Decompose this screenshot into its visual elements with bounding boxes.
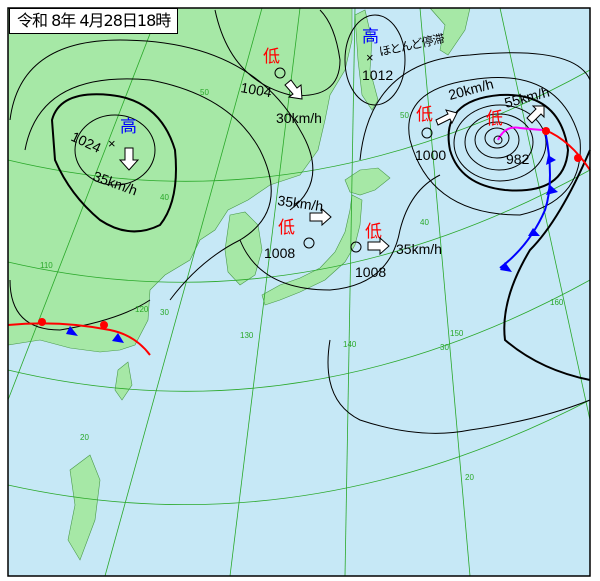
low-1008-east: 低 1008 35km/h <box>350 222 442 280</box>
pressure-label: 1000 <box>415 147 446 163</box>
low-label: 低 <box>263 47 280 66</box>
lat-label: 20 <box>80 433 89 442</box>
map-title: 令和 8年 4月28日18時 <box>9 8 179 34</box>
lat-label: 40 <box>420 218 429 227</box>
lon-label: 140 <box>343 340 357 349</box>
low-center-icon <box>421 127 433 139</box>
low-label: 低 <box>416 105 433 124</box>
low-label: 低 <box>365 222 382 241</box>
arrow-east-icon <box>309 207 332 227</box>
lon-label: 110 <box>40 261 53 270</box>
low-center-icon <box>493 135 503 145</box>
lon-label: 160 <box>550 298 564 307</box>
center-x-icon: × <box>108 136 116 151</box>
grid-lines <box>7 7 591 577</box>
arrow-southeast-icon <box>284 79 303 100</box>
arrow-northeast-icon <box>435 109 458 126</box>
pressure-label: 1012 <box>362 67 393 83</box>
fronts <box>7 126 591 356</box>
motion-label: 30km/h <box>276 110 322 126</box>
land-japan <box>261 194 363 306</box>
arrow-east-icon <box>367 236 390 256</box>
lat-label: 50 <box>400 111 409 120</box>
center-x-icon: × <box>366 50 374 65</box>
land-sakhalin <box>354 9 379 111</box>
lon-label: 130 <box>240 331 254 340</box>
pressure-label: 1008 <box>355 264 386 280</box>
arrow-northeast-icon <box>526 105 545 124</box>
low-1008-west: 低 1008 35km/h <box>264 192 332 261</box>
lon-label: 120 <box>135 305 149 314</box>
lon-label: 150 <box>450 329 464 338</box>
land-taiwan <box>114 361 133 401</box>
pressure-label: 982 <box>506 151 530 167</box>
grid-labels: 50 40 30 20 50 40 30 20 110 120 130 140 … <box>40 88 564 482</box>
pressure-label: 1004 <box>239 79 273 100</box>
low-label: 低 <box>486 109 503 128</box>
low-center-icon <box>350 241 362 253</box>
lat-label: 50 <box>200 88 209 97</box>
low-1004: 低 1004 30km/h <box>239 47 321 126</box>
lat-label: 20 <box>465 473 474 482</box>
lat-label: 30 <box>160 308 169 317</box>
lat-label: 30 <box>440 343 449 352</box>
lat-label: 40 <box>160 193 169 202</box>
arrow-down-icon <box>118 147 140 171</box>
low-label: 低 <box>278 218 295 237</box>
stationary-front-west <box>7 322 151 356</box>
motion-label: 35km/h <box>277 192 325 214</box>
motion-label: 35km/h <box>396 241 442 257</box>
high-label: 高 <box>362 27 379 46</box>
pressure-label: 1008 <box>264 245 295 261</box>
low-center-icon <box>303 237 315 249</box>
map-frame <box>7 7 591 577</box>
low-center-icon <box>274 67 286 79</box>
occluded-front <box>497 126 546 141</box>
isobars <box>9 9 591 434</box>
high-label: 高 <box>120 117 137 136</box>
land-philippines <box>67 454 101 561</box>
